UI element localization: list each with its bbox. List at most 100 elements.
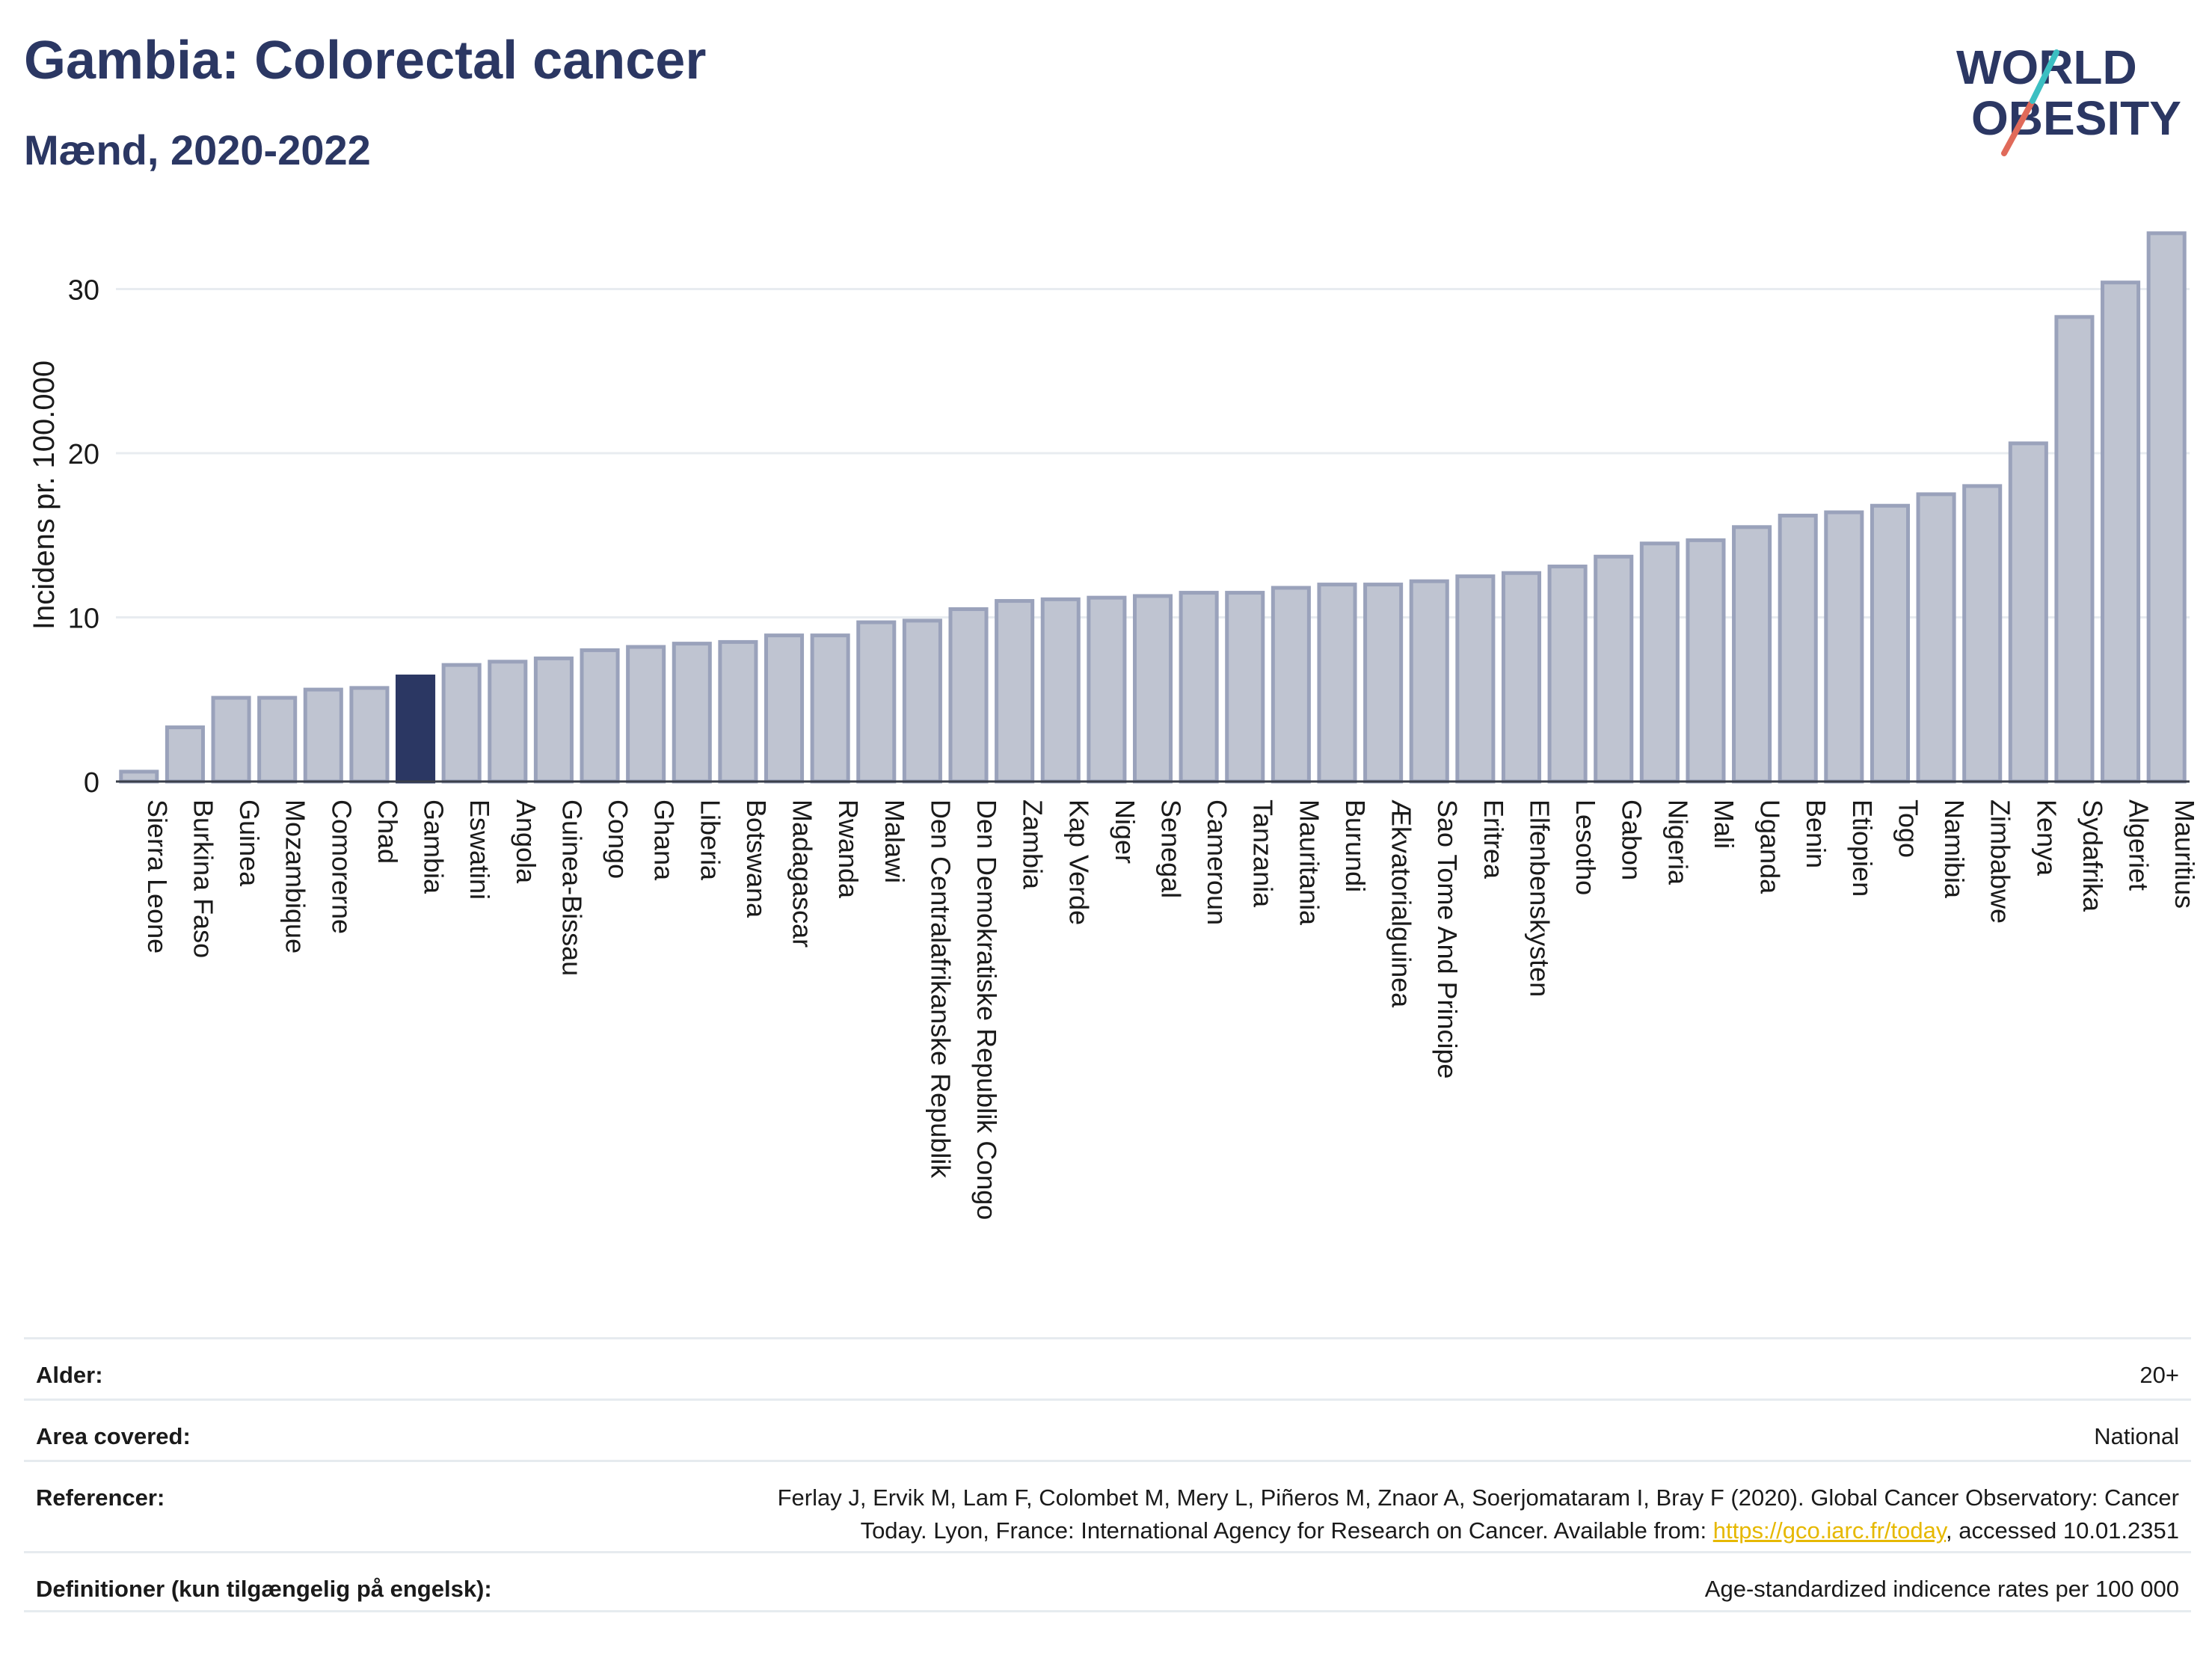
bar-angola[interactable] xyxy=(488,660,528,784)
definitions-label: Definitioner (kun tilgængelig på engelsk… xyxy=(36,1576,492,1602)
bar-guinea[interactable] xyxy=(211,696,251,784)
bar-nigeria[interactable] xyxy=(1639,541,1680,784)
x-tick-label: Zimbabwe xyxy=(1985,799,2016,924)
y-axis-label: Incidens pr. 100.000 xyxy=(28,360,61,630)
bar-senegal[interactable] xyxy=(1132,594,1173,784)
x-tick-label: Niger xyxy=(1110,799,1140,864)
reference-line-1: Ferlay J, Ervik M, Lam F, Colombet M, Me… xyxy=(777,1484,2179,1511)
x-tick-label: Ghana xyxy=(649,799,680,881)
bar-ækvatorialguinea[interactable] xyxy=(1363,583,1404,784)
bar-sierra-leone[interactable] xyxy=(119,770,159,784)
bar-mozambique[interactable] xyxy=(257,696,298,784)
bar-benin[interactable] xyxy=(1778,513,1818,784)
bar-tanzania[interactable] xyxy=(1225,591,1265,784)
bar-madagascar[interactable] xyxy=(764,633,805,784)
y-tick-label: 30 xyxy=(68,275,99,307)
bar-ghana[interactable] xyxy=(626,645,666,784)
x-tick-label: Sao Tome And Principe xyxy=(1432,799,1463,1079)
info-row-definitions: Definitioner (kun tilgængelig på engelsk… xyxy=(24,1551,2191,1612)
bar-uganda[interactable] xyxy=(1732,525,1772,784)
chart-title: Gambia: Colorectal cancer xyxy=(24,31,707,90)
x-tick-label: Mauritius xyxy=(2169,799,2200,909)
bar-niger[interactable] xyxy=(1087,595,1127,784)
x-tick-label: Guinea xyxy=(234,799,265,887)
bar-algeriet[interactable] xyxy=(2101,280,2141,784)
x-tick-label: Liberia xyxy=(695,799,725,881)
x-tick-label: Gambia xyxy=(419,799,449,894)
reference-line-2-start: Today. Lyon, France: International Agenc… xyxy=(860,1517,1713,1544)
bar-cameroun[interactable] xyxy=(1179,591,1219,784)
bar-eritrea[interactable] xyxy=(1455,574,1496,784)
bar-etiopien[interactable] xyxy=(1824,510,1864,784)
age-label: Alder: xyxy=(36,1362,103,1388)
references-label: Referencer: xyxy=(36,1484,165,1511)
bar-gambia[interactable] xyxy=(396,675,436,784)
x-tick-label: Gabon xyxy=(1617,799,1647,880)
x-axis-ticks: Sierra Leone Burkina Faso Guinea Mozambique… xyxy=(142,799,2200,1220)
x-tick-label: Comorerne xyxy=(326,799,357,934)
x-tick-label: Burkina Faso xyxy=(188,799,218,958)
x-tick-label: Kenya xyxy=(2031,799,2062,876)
logo-line2: OBESITY xyxy=(1971,91,2181,145)
bar-liberia[interactable] xyxy=(672,642,712,784)
info-row-references: Referencer: Ferlay J, Ervik M, Lam F, Co… xyxy=(24,1460,2191,1551)
bar-lesotho[interactable] xyxy=(1547,564,1588,784)
bar-rwanda[interactable] xyxy=(810,633,850,784)
x-tick-label: Algeriet xyxy=(2124,799,2154,891)
x-tick-label: Lesotho xyxy=(1570,799,1601,895)
bar-togo[interactable] xyxy=(1870,503,1910,784)
area-label: Area covered: xyxy=(36,1423,191,1449)
x-tick-label: Mozambique xyxy=(280,799,311,954)
logo-teal-slash xyxy=(2030,49,2059,104)
x-tick-label: Guinea-Bissau xyxy=(556,799,587,976)
bar-guinea-bissau[interactable] xyxy=(533,656,574,784)
x-tick-label: Sydafrika xyxy=(2077,799,2108,912)
bar-zimbabwe[interactable] xyxy=(1962,484,2003,784)
bar-sydafrika[interactable] xyxy=(2054,315,2095,784)
x-tick-label: Cameroun xyxy=(1202,799,1232,925)
bar-mali[interactable] xyxy=(1686,538,1726,784)
chart-subtitle: Mænd, 2020-2022 xyxy=(24,126,371,174)
info-row-area: Area covered: National xyxy=(24,1398,2191,1460)
x-tick-label: Den Centralafrikanske Republik xyxy=(925,799,956,1179)
bar-mauritius[interactable] xyxy=(2146,231,2187,784)
x-tick-label: Madagascar xyxy=(787,799,818,948)
bars xyxy=(119,231,2187,784)
bar-zambia[interactable] xyxy=(995,599,1035,784)
x-tick-label: Mauritania xyxy=(1294,799,1324,926)
bar-den-centralafrikanske-republik[interactable] xyxy=(902,618,942,784)
bar-comorerne[interactable] xyxy=(303,687,343,784)
bar-mauritania[interactable] xyxy=(1271,586,1311,784)
x-tick-label: Sierra Leone xyxy=(142,799,173,954)
bar-chart: 0 10 20 30 Sierra Leone Burkina Faso Guinea Mo… xyxy=(28,231,2200,1220)
bar-burundi[interactable] xyxy=(1317,583,1357,784)
x-tick-label: Den Demokratiske Republik Congo xyxy=(971,799,1002,1220)
x-tick-label: Benin xyxy=(1801,799,1831,868)
x-tick-label: Nigeria xyxy=(1662,799,1693,885)
bar-kap-verde[interactable] xyxy=(1040,597,1081,784)
age-value: 20+ xyxy=(2139,1362,2179,1388)
x-tick-label: Tanzania xyxy=(1248,799,1279,908)
bar-malawi[interactable] xyxy=(856,620,897,784)
reference-line-2-end: , accessed 10.01.2351 xyxy=(1946,1517,2179,1544)
bar-congo[interactable] xyxy=(580,648,620,784)
bar-eswatini[interactable] xyxy=(441,663,482,784)
x-tick-label: Kap Verde xyxy=(1063,799,1094,925)
x-tick-label: Togo xyxy=(1893,799,1923,858)
bar-botswana[interactable] xyxy=(718,639,758,784)
bar-namibia[interactable] xyxy=(1916,492,1956,784)
info-row-age: Alder: 20+ xyxy=(24,1337,2191,1398)
x-tick-label: Etiopien xyxy=(1847,799,1878,897)
bar-chad[interactable] xyxy=(349,686,390,784)
bar-gabon[interactable] xyxy=(1594,554,1634,784)
area-value: National xyxy=(2094,1423,2179,1449)
x-tick-label: Congo xyxy=(603,799,633,879)
reference-link[interactable]: https://gco.iarc.fr/today xyxy=(1712,1517,1947,1544)
bar-elfenbenskysten[interactable] xyxy=(1501,571,1542,784)
bar-kenya[interactable] xyxy=(2008,441,2048,784)
bar-burkina-faso[interactable] xyxy=(165,725,205,784)
x-tick-label: Burundi xyxy=(1340,799,1371,892)
bar-den-demokratiske-republik-congo[interactable] xyxy=(948,607,989,784)
bar-sao-tome-and-principe[interactable] xyxy=(1409,579,1449,784)
y-tick-label: 20 xyxy=(68,439,99,470)
